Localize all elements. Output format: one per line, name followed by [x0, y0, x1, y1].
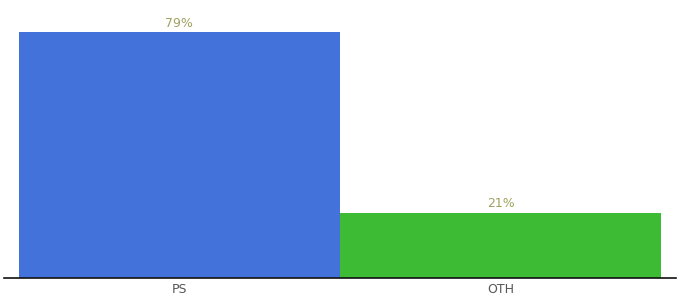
Text: 79%: 79%	[165, 17, 193, 30]
Bar	[340, 213, 661, 278]
Bar	[19, 32, 340, 278]
Text: 21%: 21%	[487, 197, 515, 210]
